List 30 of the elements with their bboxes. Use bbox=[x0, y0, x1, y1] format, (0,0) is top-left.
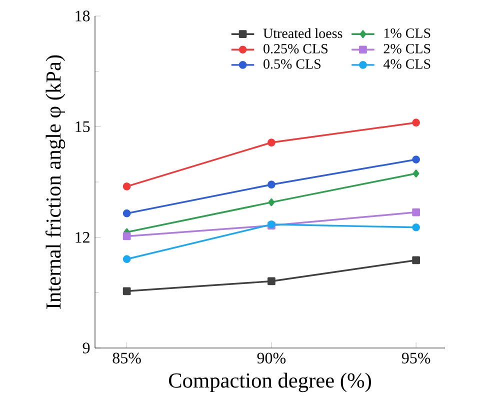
y-axis-title: Internal friction angle φ (kPa) bbox=[46, 55, 66, 309]
x-axis-title: Compaction degree (%) bbox=[168, 372, 371, 392]
y-tick-label: 9 bbox=[82, 342, 90, 354]
point bbox=[122, 287, 131, 296]
legend-label: 0.5% CLS bbox=[264, 59, 321, 69]
y-tick-label: 12 bbox=[76, 232, 90, 243]
legend-label: Utreated loess bbox=[263, 28, 342, 38]
point bbox=[122, 232, 131, 240]
legend-label: 2% CLS bbox=[384, 44, 430, 54]
point bbox=[412, 118, 420, 127]
point bbox=[412, 256, 420, 264]
y-tick-label: 18 bbox=[76, 10, 90, 22]
y-tick-label: 15 bbox=[76, 121, 90, 132]
point bbox=[268, 198, 275, 206]
x-tick-label: 95% bbox=[402, 352, 430, 364]
point bbox=[412, 156, 420, 164]
x-tick-label: 85% bbox=[112, 352, 141, 364]
point bbox=[412, 170, 420, 178]
point bbox=[122, 209, 131, 218]
point bbox=[122, 255, 131, 264]
x-tick-label: 90% bbox=[257, 352, 286, 364]
legend-label: 0.25% CLS bbox=[264, 44, 328, 54]
point bbox=[268, 138, 276, 146]
point bbox=[268, 277, 276, 286]
point bbox=[412, 208, 420, 216]
legend-label: 1% CLS bbox=[384, 28, 430, 38]
point bbox=[122, 182, 131, 190]
legend-label: 4% CLS bbox=[383, 59, 430, 69]
point bbox=[268, 180, 276, 189]
point bbox=[412, 223, 420, 232]
